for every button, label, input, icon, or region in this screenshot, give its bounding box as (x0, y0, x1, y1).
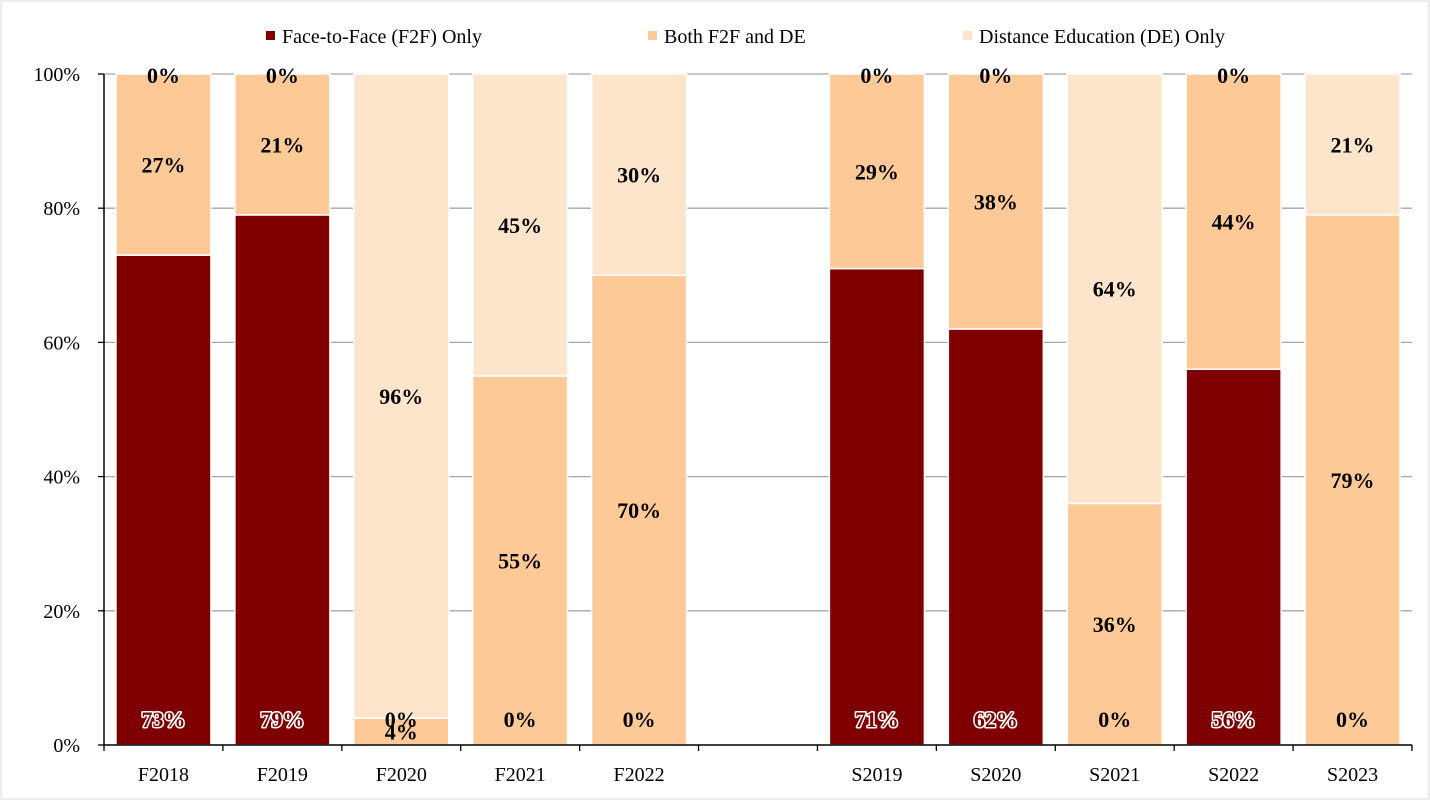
x-tick-label: S2019 (851, 764, 902, 786)
legend-swatch (963, 31, 972, 40)
bar-segment (1185, 73, 1282, 370)
data-label: 0% (147, 63, 180, 88)
bar-segment (590, 274, 688, 746)
legend-swatch (648, 31, 657, 40)
bar-segment (1066, 73, 1163, 505)
data-label: 0% (385, 707, 418, 732)
data-label: 79% (260, 707, 304, 732)
y-tick-label: 20% (43, 601, 80, 623)
data-label: 0% (1336, 707, 1369, 732)
legend-label: Face-to-Face (F2F) Only (282, 26, 482, 48)
x-tick-label: F2020 (376, 764, 427, 786)
bar-segment (947, 73, 1045, 330)
bar-segment (115, 73, 212, 256)
data-label: 0% (1098, 707, 1131, 732)
bar-segment (1185, 368, 1282, 746)
bar-segment (234, 214, 331, 746)
data-label: 30% (617, 163, 661, 188)
data-label: 62% (974, 707, 1018, 732)
data-label: 0% (979, 63, 1012, 88)
data-label: 0% (1217, 63, 1250, 88)
bar-segment (353, 73, 450, 719)
bar-segment (115, 254, 212, 746)
bar-segment (471, 375, 569, 746)
bar-segment (1304, 73, 1401, 216)
data-label: 29% (855, 159, 899, 184)
bar-segment (234, 73, 331, 216)
bar-segment (590, 73, 688, 277)
y-tick-label: 40% (43, 467, 80, 489)
x-tick-label: F2021 (495, 764, 546, 786)
data-label: 21% (1331, 132, 1375, 157)
bar-segment (471, 73, 569, 377)
data-label: 21% (260, 132, 304, 157)
data-label: 73% (141, 707, 185, 732)
data-label: 64% (1093, 277, 1137, 302)
x-tick-label: S2023 (1327, 764, 1378, 786)
x-tick-label: S2021 (1089, 764, 1140, 786)
legend-swatch (266, 31, 275, 40)
x-tick-label: F2019 (257, 764, 308, 786)
bar-segment (828, 73, 926, 270)
data-label: 38% (974, 189, 1018, 214)
bar-segment (947, 328, 1045, 746)
y-tick-label: 80% (43, 198, 80, 220)
y-tick-label: 100% (33, 64, 80, 86)
data-label: 0% (504, 707, 537, 732)
legend: Face-to-Face (F2F) Only Both F2F and DE Di… (266, 26, 1225, 48)
data-label: 71% (855, 707, 899, 732)
axes: 0% 20% 40% 60% 80% 100% F2018 F2019 F2020 F2021 F2… (33, 64, 1413, 786)
data-label: 27% (141, 153, 185, 178)
data-label: 56% (1212, 707, 1256, 732)
data-label: 79% (1331, 468, 1375, 493)
data-labels: 73%27%0%79%21%0%0%4%96%0%55%45%0%70%30%7… (140, 63, 1375, 745)
y-tick-label: 0% (53, 735, 80, 757)
legend-label: Both F2F and DE (664, 26, 806, 48)
x-tick-label: S2022 (1208, 764, 1259, 786)
x-tick-label: F2018 (138, 764, 189, 786)
x-tick-label: F2022 (614, 764, 665, 786)
data-label: 4% (385, 720, 418, 745)
data-label: 0% (860, 63, 893, 88)
data-label: 0% (623, 707, 656, 732)
data-label: 45% (498, 213, 542, 238)
x-tick-label: S2020 (970, 764, 1021, 786)
y-tick-label: 60% (43, 332, 80, 354)
data-label: 0% (266, 63, 299, 88)
legend-label: Distance Education (DE) Only (979, 26, 1225, 48)
bar-segment (828, 267, 926, 746)
data-label: 70% (617, 498, 661, 523)
data-label: 55% (498, 548, 542, 573)
bar-segment (1066, 502, 1163, 746)
bars (115, 73, 1401, 746)
data-label: 96% (379, 384, 423, 409)
data-label: 36% (1093, 612, 1137, 637)
bar-segment (1304, 214, 1401, 746)
data-label: 44% (1212, 210, 1256, 235)
